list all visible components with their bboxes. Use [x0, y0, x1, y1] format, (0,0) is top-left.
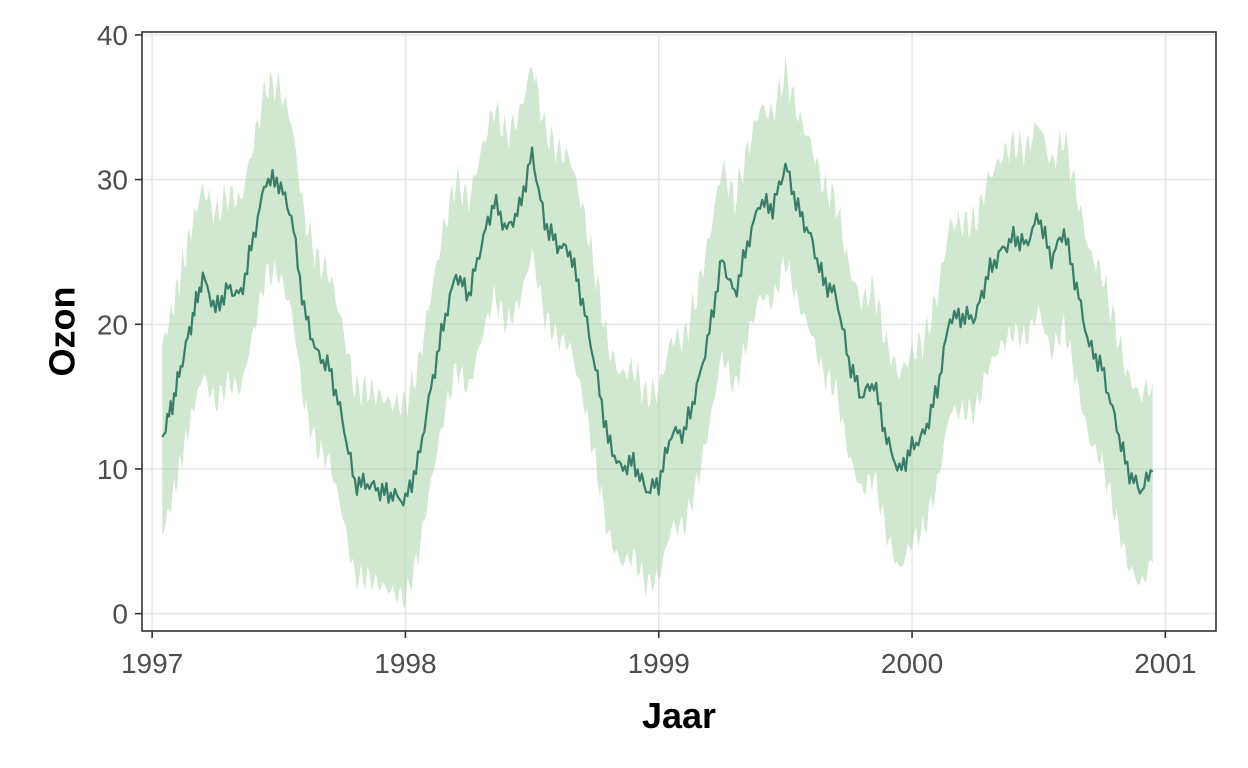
x-tick-labels: 1997 1998 1999 2000 2001 — [121, 648, 1197, 679]
panel-border — [141, 31, 1217, 632]
y-tick-labels: 0 10 20 30 40 — [97, 20, 128, 630]
x-tick-label: 1999 — [628, 648, 690, 679]
ozone-line — [161, 146, 1154, 507]
x-tick-label: 1998 — [374, 648, 436, 679]
y-tick-label: 30 — [97, 165, 128, 196]
x-axis-title: Jaar — [642, 695, 716, 736]
ozone-line-layer — [161, 146, 1154, 507]
x-tick-label: 1997 — [121, 648, 183, 679]
x-tick-label: 2000 — [881, 648, 943, 679]
axis-ticks — [135, 34, 1167, 638]
y-tick-label: 10 — [97, 454, 128, 485]
y-tick-label: 0 — [112, 599, 128, 630]
y-axis-title: Ozon — [42, 287, 83, 377]
y-tick-label: 20 — [97, 309, 128, 340]
y-tick-label: 40 — [97, 20, 128, 51]
x-tick-label: 2001 — [1134, 648, 1196, 679]
